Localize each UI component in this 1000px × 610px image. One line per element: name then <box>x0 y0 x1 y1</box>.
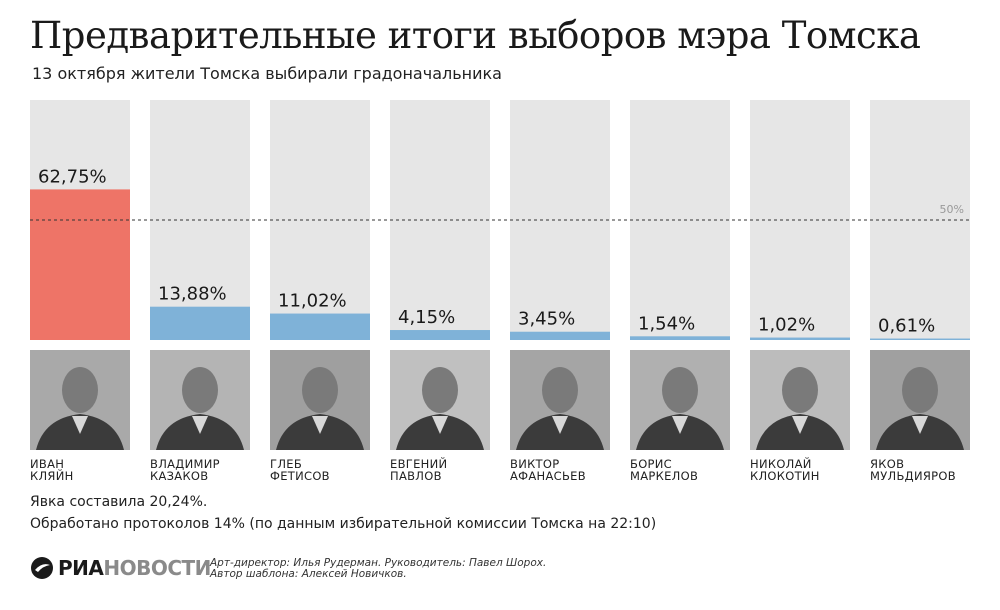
bar-value-label: 11,02% <box>278 291 347 312</box>
protocols-note: Обработано протоколов 14% (по данным изб… <box>30 516 657 532</box>
candidate-last-name: Клокотин <box>750 469 820 483</box>
person-icon <box>36 367 124 450</box>
candidate-first-name: Виктор <box>510 457 560 471</box>
candidate-last-name: Мульдияров <box>870 469 956 483</box>
candidate-first-name: Иван <box>30 457 65 471</box>
bar <box>870 338 970 340</box>
candidate-last-name: Павлов <box>390 469 442 483</box>
turnout-note: Явка составила 20,24%. <box>30 494 208 510</box>
candidate-first-name: Николай <box>750 457 812 471</box>
candidate-photo <box>390 350 490 450</box>
bar-chart: 62,75% 13,88% 11,02% 4,15% 3,45% 1,54% 1,02% 0,… <box>30 100 970 340</box>
candidate-first-name: Евгений <box>390 457 448 471</box>
candidate-last-name: Маркелов <box>630 469 699 483</box>
candidate-name: Владимир Казаков <box>150 458 260 482</box>
candidate-first-name: Глеб <box>270 457 303 471</box>
candidate-photo <box>30 350 130 450</box>
page-title: Предварительные итоги выборов мэра Томск… <box>30 14 921 57</box>
credits-line-1: Арт-директор: Илья Рудерман. Руководител… <box>210 557 547 569</box>
candidate-name: Виктор Афанасьев <box>510 458 620 482</box>
bar-value-label: 4,15% <box>398 307 455 328</box>
candidate-name: Глеб Фетисов <box>270 458 380 482</box>
globe-icon <box>31 557 53 579</box>
candidate-first-name: Борис <box>630 457 673 471</box>
candidate-name: Иван Кляйн <box>30 458 140 482</box>
candidate-photo <box>750 350 850 450</box>
bar <box>510 331 610 340</box>
candidate-name: Борис Маркелов <box>630 458 740 482</box>
person-icon <box>156 367 244 450</box>
candidate-name: Николай Клокотин <box>750 458 860 482</box>
bar-value-label: 3,45% <box>518 309 575 330</box>
bar <box>30 189 130 340</box>
ria-novosti-logo: РИА НОВОСТИ <box>30 556 211 580</box>
candidate-name: Яков Мульдияров <box>870 458 980 482</box>
threshold-label: 50% <box>940 203 964 216</box>
candidate-photo <box>870 350 970 450</box>
bar-value-label: 13,88% <box>158 284 227 305</box>
logo-text-novosti: НОВОСТИ <box>103 556 211 580</box>
candidate-first-name: Яков <box>870 457 905 471</box>
person-icon <box>756 367 844 450</box>
credits-line-2: Автор шаблона: Алексей Новичков. <box>210 568 407 580</box>
bar-value-label: 1,02% <box>758 315 815 336</box>
candidate-photo <box>150 350 250 450</box>
person-icon <box>396 367 484 450</box>
bar-value-label: 1,54% <box>638 313 695 334</box>
person-icon <box>276 367 364 450</box>
person-icon <box>876 367 964 450</box>
candidate-name: Евгений Павлов <box>390 458 500 482</box>
bar <box>270 313 370 340</box>
bar <box>630 336 730 340</box>
page-subtitle: 13 октября жители Томска выбирали градон… <box>32 64 502 83</box>
credits: Арт-директор: Илья Рудерман. Руководител… <box>210 558 546 580</box>
bar-value-label: 0,61% <box>878 316 935 337</box>
bar <box>390 330 490 340</box>
candidate-last-name: Фетисов <box>270 469 330 483</box>
bar <box>150 306 250 340</box>
bar-value-label: 62,75% <box>38 166 107 187</box>
candidate-first-name: Владимир <box>150 457 220 471</box>
candidate-photo <box>510 350 610 450</box>
person-icon <box>516 367 604 450</box>
person-icon <box>636 367 724 450</box>
candidate-last-name: Кляйн <box>30 469 74 483</box>
candidate-photo <box>270 350 370 450</box>
logo-text-ria: РИА <box>58 556 104 580</box>
candidate-last-name: Казаков <box>150 469 209 483</box>
candidate-last-name: Афанасьев <box>510 469 586 483</box>
bar <box>750 337 850 340</box>
candidate-photo <box>630 350 730 450</box>
